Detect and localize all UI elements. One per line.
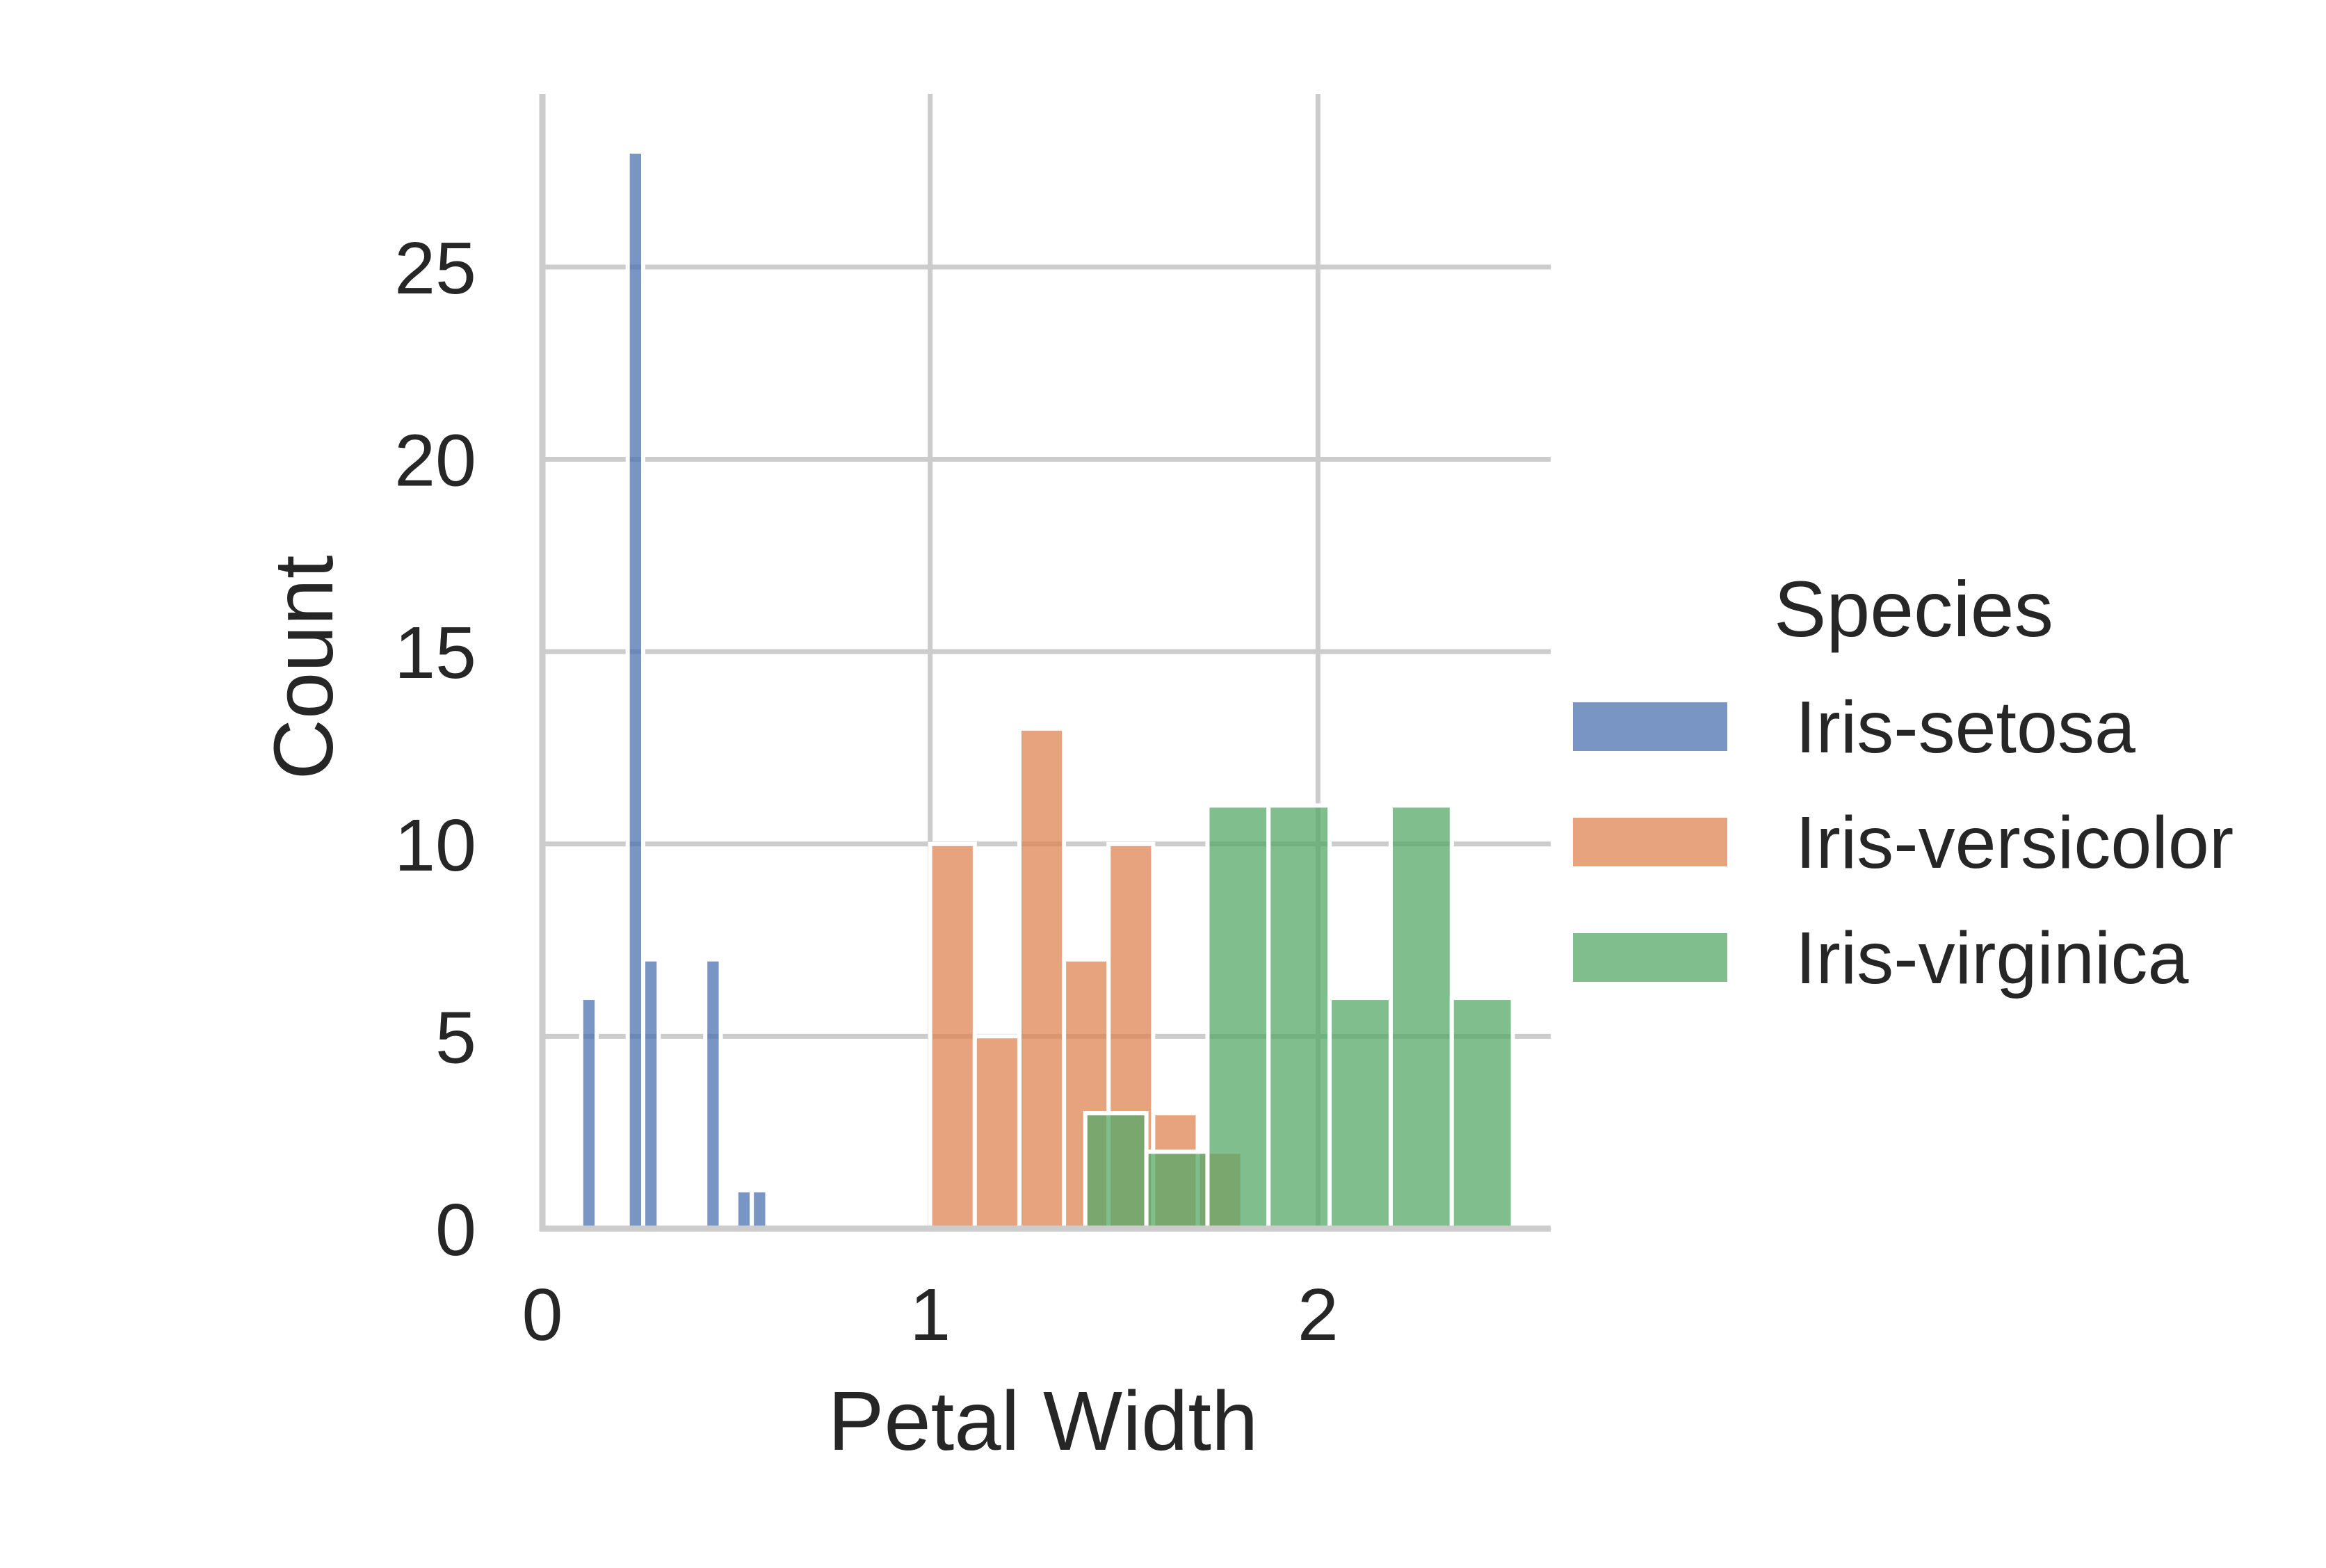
legend-title: Species: [1774, 565, 2053, 653]
x-axis-label: Petal Width: [828, 1373, 1259, 1468]
histogram-bar: [625, 149, 646, 1231]
tick-labels: 0 5 10 15 20 25 0 1 2: [394, 227, 1339, 1356]
histogram-bar: [1449, 996, 1515, 1231]
histogram-bar: [703, 957, 723, 1231]
histogram-bar: [1017, 726, 1067, 1231]
histogram-bar: [1083, 1111, 1149, 1231]
y-tick-label: 5: [435, 996, 476, 1078]
y-tick-label: 10: [394, 805, 476, 887]
histogram-bar: [641, 957, 661, 1231]
axes: [539, 94, 1551, 1232]
legend-label: Iris-virginica: [1795, 917, 2188, 999]
legend-items: Iris-setosa Iris-versicolor Iris-virginica: [1573, 686, 2234, 999]
histogram-bar: [1327, 996, 1393, 1231]
histogram-bar: [750, 1188, 770, 1231]
histogram-bar: [972, 1034, 1021, 1231]
x-tick-label: 2: [1298, 1274, 1339, 1356]
y-tick-label: 0: [435, 1189, 476, 1271]
legend-swatch: [1573, 702, 1727, 751]
histogram-bar: [1144, 1149, 1210, 1231]
y-tick-label: 15: [394, 612, 476, 694]
histogram-bar: [734, 1188, 754, 1231]
bars: [579, 149, 1515, 1231]
x-tick-label: 0: [522, 1274, 563, 1356]
y-axis-label: Count: [256, 556, 350, 780]
histogram-bar: [1205, 803, 1271, 1231]
histogram-bar: [579, 996, 599, 1231]
legend-label: Iris-versicolor: [1795, 802, 2234, 884]
histogram-bar: [928, 841, 977, 1231]
legend-swatch: [1573, 818, 1727, 866]
legend-swatch: [1573, 933, 1727, 982]
y-tick-label: 20: [394, 420, 476, 502]
histogram-bar: [1388, 803, 1454, 1231]
legend: Species Iris-setosa Iris-versicolor Iris-v…: [1573, 565, 2234, 999]
x-tick-label: 1: [910, 1274, 951, 1356]
grid-lines: [542, 94, 1551, 1229]
y-tick-label: 25: [394, 227, 476, 309]
legend-label: Iris-setosa: [1795, 686, 2135, 768]
histogram-bar: [1266, 803, 1332, 1231]
